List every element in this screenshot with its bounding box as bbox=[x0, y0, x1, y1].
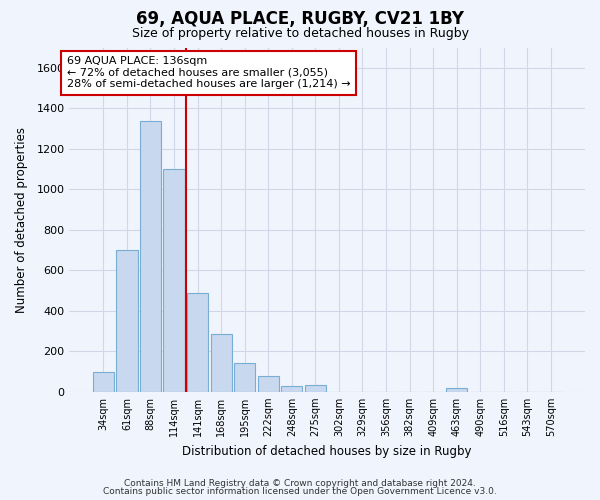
Bar bbox=[257, 376, 279, 392]
Bar bbox=[93, 372, 114, 392]
Bar bbox=[116, 250, 137, 392]
Text: Contains HM Land Registry data © Crown copyright and database right 2024.: Contains HM Land Registry data © Crown c… bbox=[124, 478, 476, 488]
Bar bbox=[305, 384, 326, 392]
Text: 69 AQUA PLACE: 136sqm
← 72% of detached houses are smaller (3,055)
28% of semi-d: 69 AQUA PLACE: 136sqm ← 72% of detached … bbox=[67, 56, 350, 90]
Bar bbox=[163, 169, 185, 392]
Bar bbox=[281, 386, 302, 392]
Bar bbox=[234, 364, 256, 392]
Bar bbox=[187, 292, 208, 392]
X-axis label: Distribution of detached houses by size in Rugby: Distribution of detached houses by size … bbox=[182, 444, 472, 458]
Text: 69, AQUA PLACE, RUGBY, CV21 1BY: 69, AQUA PLACE, RUGBY, CV21 1BY bbox=[136, 10, 464, 28]
Bar bbox=[446, 388, 467, 392]
Bar bbox=[211, 334, 232, 392]
Text: Size of property relative to detached houses in Rugby: Size of property relative to detached ho… bbox=[131, 28, 469, 40]
Y-axis label: Number of detached properties: Number of detached properties bbox=[15, 126, 28, 312]
Bar bbox=[140, 122, 161, 392]
Text: Contains public sector information licensed under the Open Government Licence v3: Contains public sector information licen… bbox=[103, 487, 497, 496]
